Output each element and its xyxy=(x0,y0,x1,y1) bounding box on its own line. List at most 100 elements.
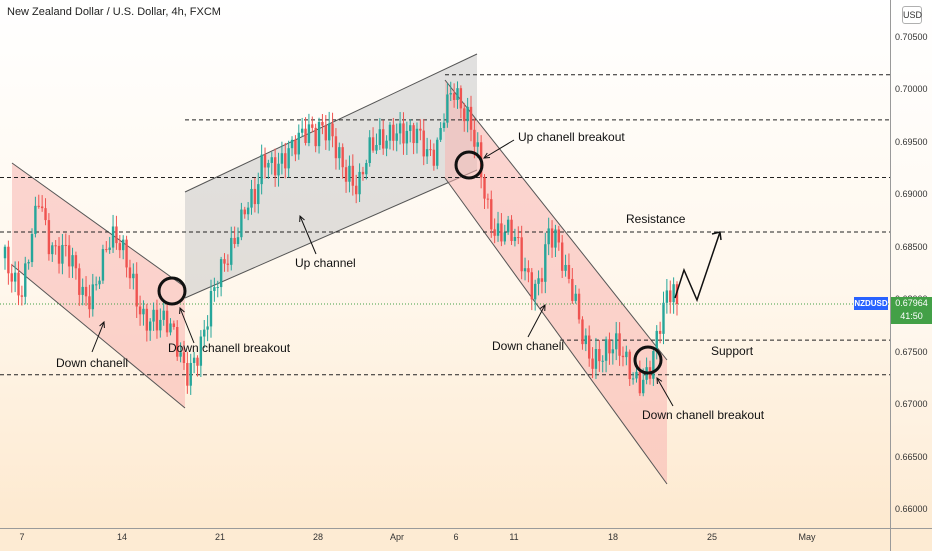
time-tick-label: 18 xyxy=(607,532,619,542)
candle-body xyxy=(621,355,625,358)
annotation-arrowhead xyxy=(99,320,105,329)
candle-body xyxy=(135,273,138,307)
candle-body xyxy=(550,228,554,248)
time-axis[interactable] xyxy=(0,528,890,551)
candle-body xyxy=(419,128,422,131)
candle-body xyxy=(642,379,645,394)
candle-body xyxy=(284,153,287,169)
candle-body xyxy=(250,188,253,208)
candle-body xyxy=(466,106,469,122)
down-channel-2-fill xyxy=(445,80,667,484)
candle-body xyxy=(176,326,179,357)
candle-body xyxy=(496,223,500,236)
time-tick-label: 14 xyxy=(116,532,128,542)
price-axis[interactable] xyxy=(890,0,932,528)
candle-body xyxy=(490,199,493,230)
candle-body xyxy=(216,287,219,289)
candle-body xyxy=(162,310,165,320)
candle-body xyxy=(273,157,277,176)
candle-body xyxy=(351,165,355,186)
candle-body xyxy=(517,237,520,239)
up-channel-lower xyxy=(184,169,478,299)
candle-body xyxy=(510,219,513,242)
candle-body xyxy=(631,378,635,380)
candle-body xyxy=(169,323,172,333)
candle-body xyxy=(3,246,7,259)
candle-body xyxy=(527,268,530,273)
candle-body xyxy=(358,171,361,195)
candle-body xyxy=(402,123,405,144)
price-tick-label: 0.67500 xyxy=(895,346,928,357)
candle-body xyxy=(17,272,20,296)
candle-body xyxy=(260,154,263,185)
annotation-resistance: Resistance xyxy=(626,212,686,226)
candle-body xyxy=(206,326,209,330)
candle-body xyxy=(615,333,618,350)
candle-body xyxy=(608,339,611,354)
candle-body xyxy=(219,259,223,288)
candle-body xyxy=(658,330,662,334)
last-price-value: 0.67964 xyxy=(895,298,928,308)
candle-body xyxy=(628,351,631,380)
time-tick-label: 21 xyxy=(214,532,226,542)
candle-body xyxy=(20,295,24,297)
candle-body xyxy=(88,296,91,310)
candle-body xyxy=(67,245,71,267)
candle-body xyxy=(84,286,88,297)
annotation-down-channel-2: Down chanell xyxy=(492,339,565,353)
candle-body xyxy=(37,205,40,207)
candle-body xyxy=(152,309,155,322)
candle-body xyxy=(398,123,402,134)
candle-body xyxy=(564,264,567,271)
candle-body xyxy=(240,209,243,238)
candle-body xyxy=(327,123,331,141)
candle-body xyxy=(270,157,273,163)
candle-body xyxy=(213,287,216,291)
candle-body xyxy=(581,319,584,345)
price-tick-label: 0.68500 xyxy=(895,241,928,252)
candle-body xyxy=(101,249,105,281)
candle-body xyxy=(321,121,324,126)
price-tick-label: 0.66500 xyxy=(895,451,928,462)
annotation-support: Support xyxy=(711,344,754,358)
candle-body xyxy=(182,352,186,363)
candle-body xyxy=(635,371,638,379)
candle-body xyxy=(108,247,111,250)
candle-body xyxy=(294,139,297,155)
breakout-circle xyxy=(454,150,484,180)
candle-body xyxy=(307,124,311,143)
candle-body xyxy=(638,371,642,394)
axis-corner xyxy=(890,528,932,551)
candle-body xyxy=(40,206,44,209)
candle-body xyxy=(604,339,608,361)
candle-body xyxy=(557,229,561,243)
candle-body xyxy=(324,125,328,141)
price-tick-label: 0.70000 xyxy=(895,84,928,95)
candle-body xyxy=(121,239,125,251)
candle-body xyxy=(209,290,213,327)
candle-body xyxy=(125,239,128,268)
time-tick-label: 7 xyxy=(19,532,25,542)
candle-body xyxy=(338,147,341,159)
candle-body xyxy=(459,88,463,109)
price-tick-label: 0.70500 xyxy=(895,32,928,42)
candle-body xyxy=(179,352,182,357)
candle-body xyxy=(601,360,604,362)
candle-body xyxy=(7,246,10,274)
candle-body xyxy=(199,336,203,366)
candle-body xyxy=(118,243,122,251)
candle-body xyxy=(94,284,98,286)
candle-body xyxy=(655,330,658,352)
candle-body xyxy=(257,184,260,205)
candle-body xyxy=(584,335,588,345)
currency-button[interactable]: USD xyxy=(902,6,922,24)
candle-body xyxy=(672,284,675,303)
candle-body xyxy=(540,278,544,282)
candle-body xyxy=(128,267,132,279)
candle-body xyxy=(520,237,523,272)
candle-body xyxy=(233,237,236,244)
candle-body xyxy=(64,244,67,246)
projection-arrowhead xyxy=(711,231,722,241)
candle-body xyxy=(523,268,527,272)
candle-body xyxy=(331,123,334,137)
